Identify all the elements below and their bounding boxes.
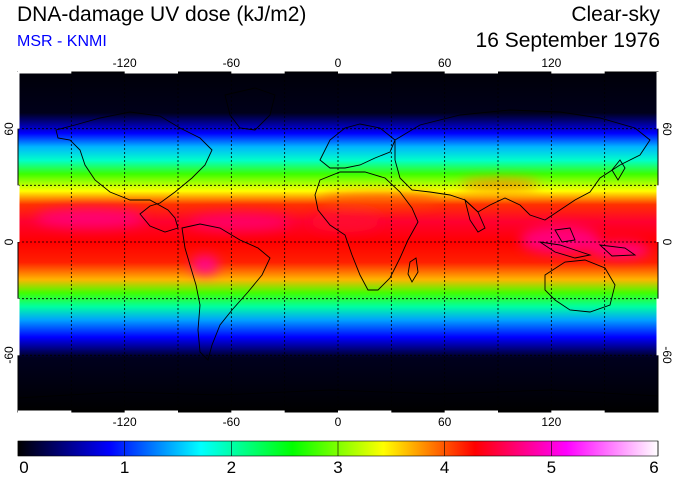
left-lat-label: 60: [2, 121, 16, 136]
bottom-lon-label: -120: [112, 415, 137, 429]
sky-condition-label: Clear-sky: [571, 3, 660, 26]
colorbar-tick-label: 6: [649, 458, 659, 477]
top-lon-label: 0: [334, 56, 342, 70]
colorbar-tick-label: 3: [333, 458, 343, 477]
top-lon-label: -120: [112, 56, 137, 70]
colorbar-tick-label: 1: [119, 458, 130, 477]
colorbar-tick-label: 5: [546, 458, 557, 477]
bottom-lon-label: 120: [541, 415, 562, 429]
graticule: [18, 72, 658, 412]
colorbar-ticks: [17, 441, 659, 456]
coast-asia: [394, 109, 651, 221]
colorbar-tick-label: 2: [226, 458, 237, 477]
top-lon-label: -60: [222, 56, 240, 70]
colorbar-tick-label: 0: [19, 458, 29, 477]
left-lat-label: -60: [2, 346, 16, 364]
source-label: MSR - KNMI: [17, 33, 107, 50]
coastlines: [18, 87, 658, 399]
bottom-lon-label: 60: [437, 415, 452, 429]
top-lon-label: 60: [437, 56, 452, 70]
top-lon-label: 120: [541, 56, 562, 70]
coast-africa: [314, 171, 419, 291]
date-label: 16 September 1976: [475, 29, 660, 52]
coast-india: [464, 198, 486, 233]
coast-new-guinea: [598, 244, 637, 257]
coast-indonesia: [539, 241, 592, 259]
coast-borneo: [554, 227, 576, 243]
coast-south-america: [181, 223, 271, 361]
bottom-lon-label: -60: [222, 415, 240, 429]
map-title: DNA-damage UV dose (kJ/m2): [17, 3, 307, 26]
right-lat-label: -60: [660, 346, 674, 364]
coast-north-america: [55, 111, 213, 233]
coast-europe: [319, 123, 396, 169]
coast-japan: [611, 159, 626, 181]
left-lat-label: 0: [2, 238, 16, 246]
right-lat-label: 0: [660, 238, 674, 246]
bottom-lon-label: 0: [334, 415, 342, 429]
coast-madagascar: [407, 257, 419, 283]
right-lat-label: 60: [660, 121, 674, 136]
colorbar-tick-label: 4: [439, 458, 450, 477]
frame-ticks: [16, 70, 660, 414]
coast-antarctica: [18, 389, 658, 399]
